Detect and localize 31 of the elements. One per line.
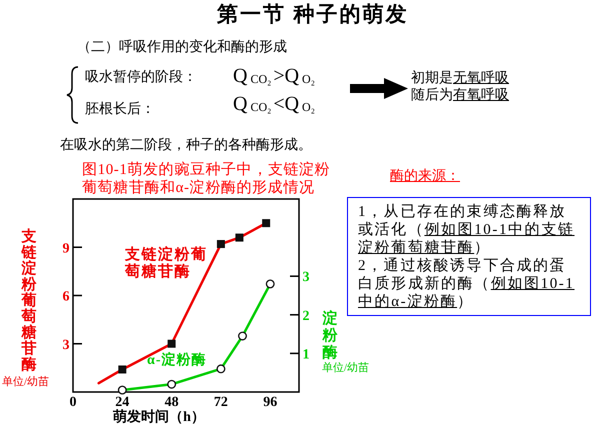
title: 图10-1萌发的豌豆种子中，支链淀粉葡萄糖苷酶和α-淀粉酶的形成情况 bbox=[82, 161, 332, 197]
annotation: 在吸水的第二阶段，种子的各种酶形成。 bbox=[60, 138, 312, 153]
annotation: 无氧呼吸 bbox=[453, 71, 509, 86]
annotation: 单位/幼苗 bbox=[2, 376, 50, 388]
y2label: 淀粉酶 bbox=[322, 311, 338, 362]
series-label: α-淀粉酶 bbox=[147, 353, 206, 370]
y2-tick-label: 1 bbox=[302, 347, 310, 362]
annotation: 初期是 bbox=[411, 71, 453, 86]
y-tick-label: 3 bbox=[62, 338, 70, 353]
annotation: 1，从已存在的束缚态酶释放或活化（例如图10-1中的支链淀粉葡萄糖苷酶） bbox=[358, 203, 576, 257]
ylabel: 支链淀粉葡萄糖苷酶 bbox=[21, 229, 37, 373]
x-tick-label: 48 bbox=[164, 395, 179, 410]
x-tick-label: 24 bbox=[115, 395, 130, 410]
x-tick-label: 72 bbox=[214, 395, 228, 410]
y2-tick-label: 2 bbox=[302, 308, 310, 324]
annotation: 有氧呼吸 bbox=[453, 88, 509, 103]
annotation: （二）呼吸作用的变化和酶的形成 bbox=[77, 40, 287, 55]
y2-tick-label: 3 bbox=[302, 270, 310, 286]
annotation: 第一节 种子的萌发 bbox=[217, 2, 408, 26]
y-tick-label: 9 bbox=[62, 241, 70, 256]
x-tick-label: 96 bbox=[263, 395, 278, 410]
annotation: 单位/幼苗 bbox=[322, 362, 370, 374]
annotation: 随后为 bbox=[411, 88, 453, 103]
annotation: 酶的来源： bbox=[390, 169, 460, 184]
annotation: 吸水暂停的阶段： bbox=[85, 70, 197, 85]
y-tick-label: 6 bbox=[62, 290, 70, 304]
annotation: 2，通过核酸诱导下合成的蛋白质形成新的酶（例如图10-1中的α-淀粉酶） bbox=[358, 257, 576, 311]
x-tick-label: 0 bbox=[70, 395, 76, 410]
series-label: 支链淀粉葡萄糖苷酶 bbox=[125, 247, 208, 281]
annotation: 胚根长后： bbox=[85, 102, 155, 117]
xlabel: 萌发时间（h） bbox=[112, 410, 206, 427]
